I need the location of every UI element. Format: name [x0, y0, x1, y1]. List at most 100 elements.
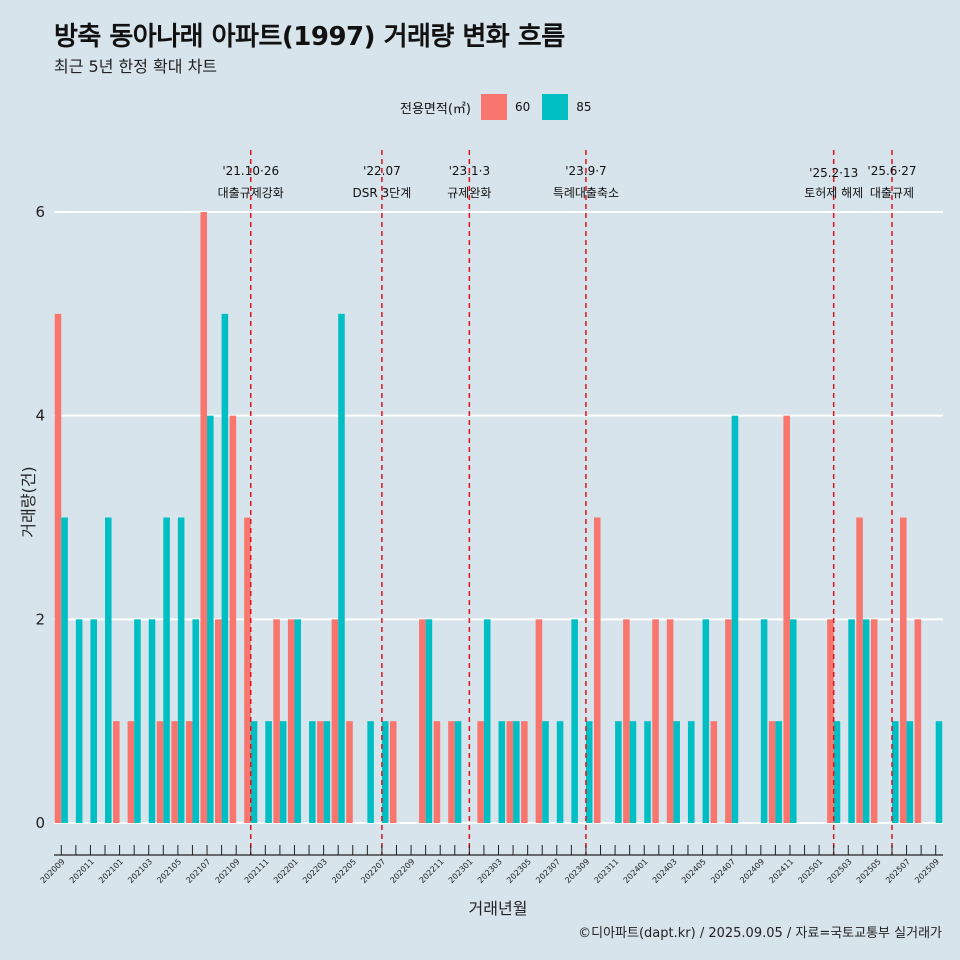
x-tick-label-202301: 202301 [447, 857, 475, 885]
bar-60-202411 [783, 415, 790, 823]
bar-85-202104 [163, 517, 170, 823]
axes: 202009 202011 202101 202103 202105 202107 2021… [39, 845, 943, 885]
x-tick-label-202105: 202105 [155, 857, 183, 885]
event-label-202506: 대출규제 [870, 186, 914, 200]
bar-85-202204 [338, 313, 345, 823]
bar-85-202111 [265, 721, 272, 823]
bar-60-202109 [229, 415, 237, 823]
x-tick-label-202401: 202401 [622, 857, 650, 885]
bar-85-202311 [615, 721, 622, 823]
bar-85-202506 [891, 721, 899, 823]
x-tick-label-202011: 202011 [68, 857, 96, 885]
event-lines: '21.10·26 대출규제강화 '22.07 DSR 3단계 '23.1·3 규제완화 '… [218, 150, 917, 855]
x-tick-label-202409: 202409 [738, 857, 766, 885]
event-date-202506: '25.6·27 [867, 164, 916, 178]
y-tick-label-0: 0 [35, 814, 45, 832]
bar-85-202507 [906, 721, 914, 823]
bar-60-202304 [506, 721, 514, 823]
bar-60-202101 [113, 721, 120, 823]
event-date-202110: '21.10·26 [222, 164, 279, 178]
x-tick-label-202201: 202201 [272, 857, 300, 885]
bar-85-202106 [192, 619, 200, 823]
bar-85-202012 [105, 517, 112, 823]
bar-60-202406 [710, 721, 718, 823]
bar-85-202504 [862, 619, 870, 823]
bar-60-202203 [317, 721, 324, 823]
x-axis-label: 거래년월 [469, 899, 528, 918]
x-tick-label-202403: 202403 [651, 857, 679, 885]
bar-85-202405 [702, 619, 710, 823]
bar-85-202307 [556, 721, 564, 823]
legend-label-60: 60 [514, 100, 531, 114]
x-tick-label-202309: 202309 [563, 857, 591, 885]
bar-60-202302 [477, 721, 484, 823]
bar-85-202107 [207, 415, 214, 823]
legend-key-85 [542, 94, 569, 120]
event-label-202502: 토허제 해제 [804, 186, 863, 200]
event-date-202309: '23.9·7 [565, 164, 606, 178]
bar-85-202210 [425, 619, 433, 823]
x-tick-label-202509: 202509 [913, 857, 941, 885]
bar-85-202503 [848, 619, 855, 823]
bar-60-202403 [666, 619, 674, 823]
bar-60-202104 [156, 721, 164, 823]
legend-label-85: 85 [576, 100, 592, 114]
bar-60-202407 [725, 619, 732, 823]
x-tick-label-202507: 202507 [884, 857, 912, 885]
x-tick-label-202305: 202305 [505, 857, 533, 885]
bar-85-202308 [571, 619, 578, 823]
bar-60-202107 [200, 212, 208, 823]
x-tick-label-202009: 202009 [39, 857, 67, 885]
x-tick-label-202307: 202307 [534, 857, 562, 885]
bar-60-202110 [244, 517, 251, 823]
bar-60-202505 [870, 619, 878, 823]
bar-85-202404 [687, 721, 695, 823]
chart-subtitle: 최근 5년 한정 확대 차트 [54, 57, 218, 76]
bar-60-202312 [623, 619, 630, 823]
bar-85-202112 [279, 721, 287, 823]
bar-60-202305 [521, 721, 528, 823]
bar-60-202204 [331, 619, 339, 823]
x-tick-label-202109: 202109 [214, 857, 242, 885]
bar-85-202502 [833, 721, 841, 823]
x-tick-label-202103: 202103 [126, 857, 154, 885]
x-tick-label-202107: 202107 [184, 857, 212, 885]
bars [54, 212, 943, 823]
bar-60-202205 [346, 721, 353, 823]
bar-85-202206 [367, 721, 374, 823]
x-tick-label-202211: 202211 [418, 857, 446, 885]
bar-60-202208 [389, 721, 397, 823]
bar-60-202210 [419, 619, 426, 823]
event-date-202207: '22.07 [363, 164, 401, 178]
bar-60-202507 [900, 517, 907, 823]
x-tick-label-202503: 202503 [826, 857, 854, 885]
event-label-202309: 특례대출축소 [553, 186, 619, 200]
bar-60-202211 [433, 721, 441, 823]
bar-60-202102 [127, 721, 135, 823]
bar-60-202402 [652, 619, 659, 823]
bar-85-202306 [542, 721, 549, 823]
x-tick-label-202311: 202311 [593, 857, 621, 885]
bar-60-202502 [827, 619, 834, 823]
bar-85-202110 [250, 721, 258, 823]
bar-60-202112 [273, 619, 280, 823]
bar-60-202306 [535, 619, 543, 823]
event-label-202301: 규제완화 [447, 186, 491, 200]
event-date-202502: '25.2·13 [809, 166, 858, 180]
bar-85-202407 [731, 415, 739, 823]
x-tick-label-202505: 202505 [855, 857, 883, 885]
bar-85-202212 [454, 721, 462, 823]
bar-85-202105 [177, 517, 185, 823]
legend-title: 전용면적(㎡) [400, 101, 471, 117]
bar-85-202309 [585, 721, 593, 823]
event-label-202207: DSR 3단계 [353, 186, 412, 200]
event-label-202110: 대출규제강화 [218, 186, 284, 200]
bar-85-202401 [644, 721, 651, 823]
x-tick-label-202207: 202207 [359, 857, 387, 885]
bar-85-202009 [61, 517, 68, 823]
bar-85-202102 [134, 619, 141, 823]
y-tick-label-4: 4 [35, 407, 45, 425]
x-tick-label-202405: 202405 [680, 857, 708, 885]
bar-60-202201 [287, 619, 295, 823]
bar-85-202010 [75, 619, 83, 823]
